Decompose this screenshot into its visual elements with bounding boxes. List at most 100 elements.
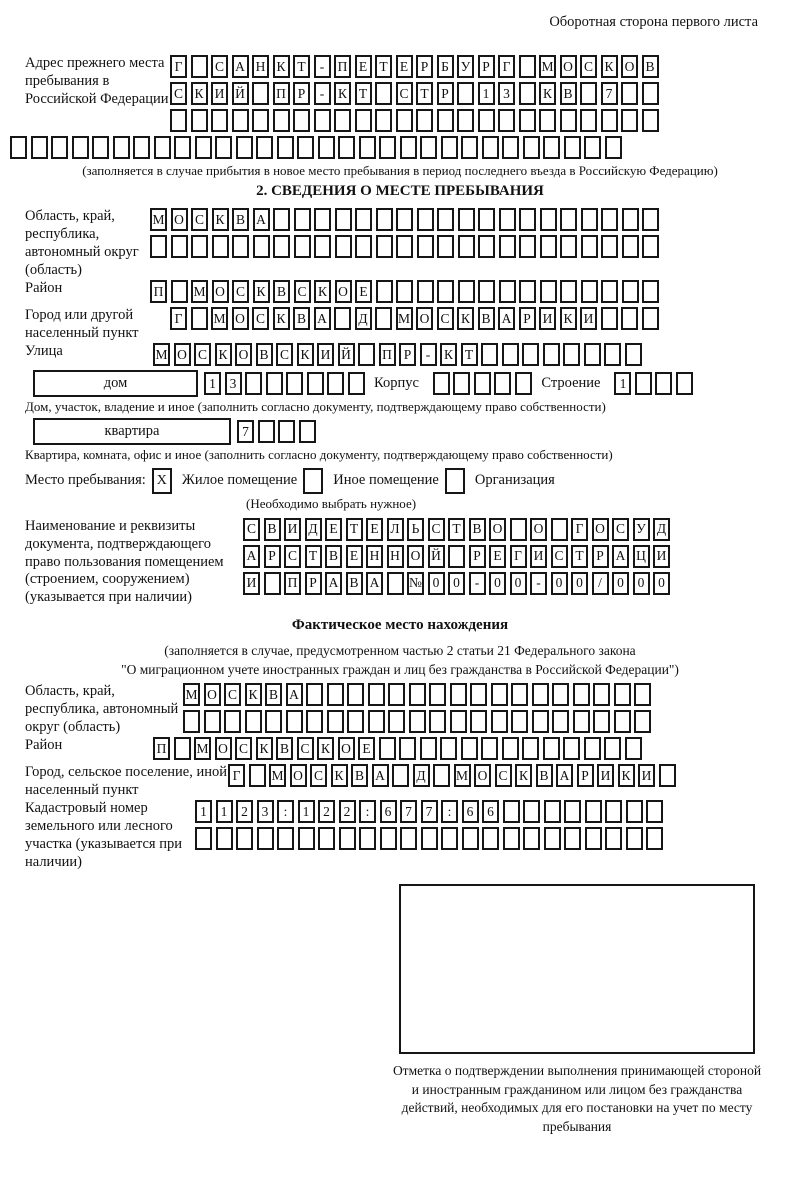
char-cell[interactable]: В xyxy=(265,682,282,706)
char-cell[interactable]: Г xyxy=(509,544,527,568)
char-cell[interactable] xyxy=(560,208,577,232)
char-cell[interactable] xyxy=(215,136,232,159)
char-cell[interactable] xyxy=(560,280,577,304)
char-cell[interactable] xyxy=(624,343,642,367)
char-cell[interactable] xyxy=(580,109,597,132)
char-cell[interactable] xyxy=(297,826,315,850)
char-cell[interactable] xyxy=(519,208,536,232)
char-cell[interactable] xyxy=(433,763,450,787)
char-cell[interactable] xyxy=(170,280,188,304)
char-cell[interactable]: С xyxy=(612,517,629,541)
char-cell[interactable]: О xyxy=(214,736,232,760)
char-cell[interactable] xyxy=(584,136,601,159)
char-cell[interactable] xyxy=(478,280,495,304)
char-cell[interactable]: Р xyxy=(477,55,495,78)
char-cell[interactable]: П xyxy=(153,736,170,760)
char-cell[interactable] xyxy=(314,235,331,259)
char-cell[interactable] xyxy=(252,109,269,132)
char-cell[interactable] xyxy=(379,826,397,850)
char-cell[interactable]: О xyxy=(416,307,433,331)
char-cell[interactable] xyxy=(375,82,392,105)
char-cell[interactable] xyxy=(327,372,344,396)
char-cell[interactable]: С xyxy=(427,517,445,541)
char-cell[interactable] xyxy=(621,235,639,259)
char-cell[interactable] xyxy=(51,136,68,159)
char-cell[interactable] xyxy=(642,235,659,259)
char-cell[interactable] xyxy=(194,136,212,159)
char-cell[interactable]: В xyxy=(276,736,293,760)
char-cell[interactable] xyxy=(416,235,434,259)
char-cell[interactable]: 7 xyxy=(420,799,438,823)
char-cell[interactable] xyxy=(386,571,404,595)
char-cell[interactable]: № xyxy=(407,571,424,595)
char-cell[interactable]: Н xyxy=(252,55,269,78)
checkbox-zhiloe[interactable]: X xyxy=(151,467,172,494)
char-cell[interactable]: В xyxy=(232,208,249,232)
char-cell[interactable] xyxy=(531,682,549,706)
char-cell[interactable]: И xyxy=(653,544,670,568)
char-cell[interactable] xyxy=(658,763,676,787)
char-cell[interactable] xyxy=(600,307,618,331)
char-cell[interactable]: 3 xyxy=(498,82,515,105)
char-cell[interactable] xyxy=(634,372,652,396)
char-cell[interactable]: И xyxy=(211,82,228,105)
char-cell[interactable]: 7 xyxy=(237,420,254,444)
char-cell[interactable]: П xyxy=(150,280,167,304)
char-cell[interactable] xyxy=(252,235,270,259)
char-cell[interactable] xyxy=(511,709,528,733)
char-cell[interactable]: 0 xyxy=(632,571,650,595)
char-cell[interactable] xyxy=(293,235,311,259)
char-cell[interactable] xyxy=(195,826,212,850)
char-cell[interactable]: Р xyxy=(518,307,536,331)
char-cell[interactable] xyxy=(655,372,673,396)
char-cell[interactable] xyxy=(646,826,663,850)
char-cell[interactable] xyxy=(641,109,659,132)
char-cell[interactable] xyxy=(563,343,580,367)
char-cell[interactable] xyxy=(642,280,659,304)
char-cell[interactable] xyxy=(191,235,208,259)
char-cell[interactable] xyxy=(518,55,536,78)
checkbox-inoe[interactable] xyxy=(303,467,324,494)
char-cell[interactable]: С xyxy=(284,544,301,568)
char-cell[interactable] xyxy=(183,709,200,733)
char-cell[interactable]: В xyxy=(477,307,495,331)
char-cell[interactable]: К xyxy=(190,82,208,105)
char-cell[interactable]: А xyxy=(285,682,303,706)
char-cell[interactable]: - xyxy=(419,343,437,367)
char-cell[interactable]: 1 xyxy=(477,82,495,105)
char-cell[interactable]: С xyxy=(191,208,208,232)
char-cell[interactable]: А xyxy=(313,307,331,331)
char-cell[interactable]: : xyxy=(359,799,376,823)
char-cell[interactable] xyxy=(604,736,621,760)
char-cell[interactable]: К xyxy=(314,280,331,304)
char-cell[interactable]: М xyxy=(539,55,556,78)
char-cell[interactable]: Т xyxy=(304,544,322,568)
char-cell[interactable]: Р xyxy=(468,544,486,568)
char-cell[interactable] xyxy=(470,682,487,706)
char-cell[interactable] xyxy=(490,709,508,733)
char-cell[interactable]: И xyxy=(539,307,556,331)
char-cell[interactable] xyxy=(388,682,405,706)
char-cell[interactable] xyxy=(437,235,454,259)
char-cell[interactable]: В xyxy=(559,82,577,105)
char-cell[interactable] xyxy=(494,372,512,396)
char-cell[interactable] xyxy=(634,682,651,706)
char-cell[interactable] xyxy=(379,136,396,159)
char-cell[interactable]: Т xyxy=(416,82,433,105)
char-cell[interactable] xyxy=(235,136,253,159)
char-cell[interactable] xyxy=(437,208,454,232)
char-cell[interactable] xyxy=(604,343,621,367)
char-cell[interactable] xyxy=(543,136,560,159)
char-cell[interactable]: Д xyxy=(653,517,670,541)
char-cell[interactable] xyxy=(584,799,602,823)
char-cell[interactable]: Е xyxy=(395,55,413,78)
char-cell[interactable]: М xyxy=(194,736,211,760)
char-cell[interactable] xyxy=(375,208,393,232)
char-cell[interactable]: К xyxy=(296,343,314,367)
char-cell[interactable] xyxy=(440,136,458,159)
char-cell[interactable]: Т xyxy=(448,517,465,541)
char-cell[interactable] xyxy=(498,280,516,304)
char-cell[interactable]: И xyxy=(530,544,547,568)
char-cell[interactable]: С xyxy=(276,343,293,367)
char-cell[interactable] xyxy=(498,208,516,232)
